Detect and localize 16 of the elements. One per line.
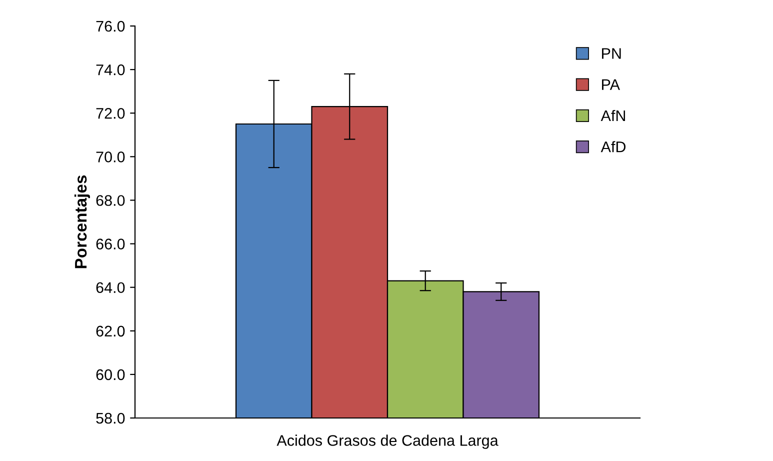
legend-label: PN (602, 48, 621, 59)
y-tick-label: 70.0 (96, 152, 125, 162)
y-tick-label: 60.0 (96, 369, 125, 380)
legend-label: AfN (600, 110, 626, 121)
x-tick-label: Acidos Grasos de Cadena Larga (276, 434, 498, 449)
y-tick-label: 62.0 (96, 326, 125, 337)
legend-label: PA (602, 79, 620, 90)
y-tick-label: 74.0 (96, 64, 125, 76)
y-tick-label: 68.0 (96, 195, 125, 206)
y-axis-title: Porcentajes (74, 175, 90, 268)
y-tick-label: 64.0 (96, 282, 125, 294)
y-tick-label: 76.0 (96, 20, 125, 32)
y-tick-label: 66.0 (96, 238, 125, 250)
y-tick-label: 72.0 (96, 108, 125, 119)
y-tick-label: 58.0 (96, 412, 125, 424)
legend-label: AfD (600, 141, 626, 152)
